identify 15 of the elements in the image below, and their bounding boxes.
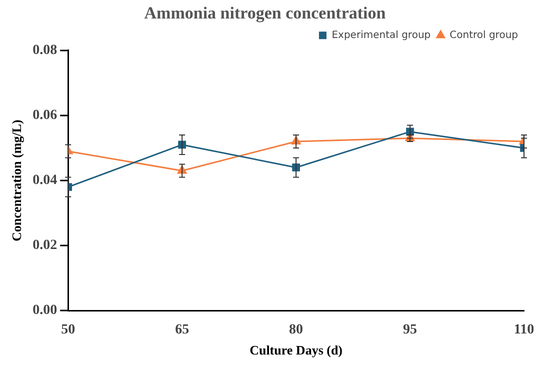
chart-title: Ammonia nitrogen concentration — [144, 4, 386, 23]
y-tick-label: 0.04 — [32, 173, 58, 188]
y-axis-title: Concentration (mg/L) — [9, 120, 24, 242]
legend-label: Experimental group — [332, 30, 431, 41]
x-tick-label: 50 — [61, 322, 76, 338]
y-tick-label: 0.08 — [32, 43, 58, 58]
x-axis-title: Culture Days (d) — [250, 342, 343, 358]
y-tick-label: 0.02 — [32, 238, 58, 254]
y-tick-label: 0.06 — [32, 108, 58, 124]
x-tick-label: 110 — [514, 322, 534, 338]
y-tick-label: 0.00 — [32, 303, 58, 318]
x-tick-label: 65 — [175, 322, 190, 338]
x-tick-label: 95 — [403, 322, 418, 338]
x-tick-label: 80 — [289, 322, 304, 338]
legend-label: Control group — [450, 30, 518, 41]
